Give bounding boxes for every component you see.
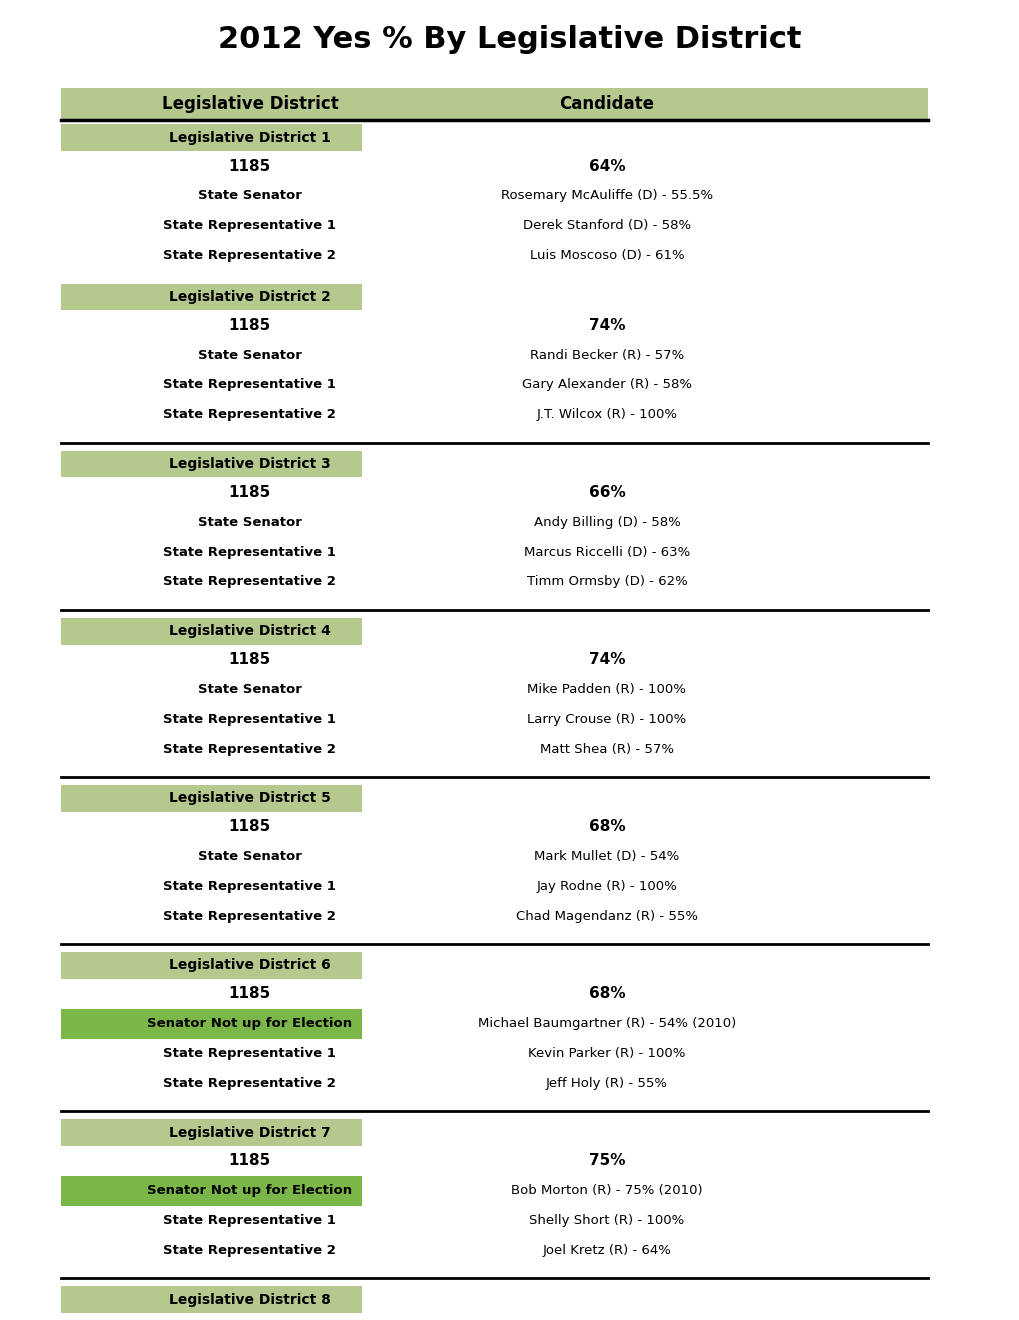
Text: State Representative 1: State Representative 1 — [163, 379, 336, 392]
FancyBboxPatch shape — [61, 1119, 362, 1146]
Text: Joel Kretz (R) - 64%: Joel Kretz (R) - 64% — [542, 1243, 671, 1257]
Text: State Representative 2: State Representative 2 — [163, 1077, 336, 1090]
FancyBboxPatch shape — [61, 124, 362, 152]
FancyBboxPatch shape — [61, 618, 362, 644]
Text: Legislative District 6: Legislative District 6 — [169, 958, 330, 973]
FancyBboxPatch shape — [61, 952, 362, 979]
Text: State Representative 2: State Representative 2 — [163, 909, 336, 923]
Text: Rosemary McAuliffe (D) - 55.5%: Rosemary McAuliffe (D) - 55.5% — [500, 190, 712, 202]
Text: Randi Becker (R) - 57%: Randi Becker (R) - 57% — [529, 348, 684, 362]
Text: State Representative 1: State Representative 1 — [163, 880, 336, 892]
Text: State Representative 1: State Representative 1 — [163, 219, 336, 232]
Text: Gary Alexander (R) - 58%: Gary Alexander (R) - 58% — [522, 379, 691, 392]
Text: State Senator: State Senator — [198, 850, 302, 863]
Text: State Representative 2: State Representative 2 — [163, 1243, 336, 1257]
FancyBboxPatch shape — [61, 450, 362, 478]
Text: Jeff Holy (R) - 55%: Jeff Holy (R) - 55% — [545, 1077, 667, 1090]
Text: State Representative 2: State Representative 2 — [163, 408, 336, 421]
Text: Senator Not up for Election: Senator Not up for Election — [147, 1184, 353, 1197]
FancyBboxPatch shape — [61, 1008, 362, 1039]
Text: 1185: 1185 — [228, 820, 271, 834]
FancyBboxPatch shape — [61, 284, 362, 310]
Text: 74%: 74% — [588, 318, 625, 333]
Text: 1185: 1185 — [228, 484, 271, 500]
Text: Bob Morton (R) - 75% (2010): Bob Morton (R) - 75% (2010) — [511, 1184, 702, 1197]
Text: Timm Ormsby (D) - 62%: Timm Ormsby (D) - 62% — [526, 576, 687, 589]
Text: Andy Billing (D) - 58%: Andy Billing (D) - 58% — [533, 516, 680, 529]
Text: 1185: 1185 — [228, 1154, 271, 1168]
Text: Kevin Parker (R) - 100%: Kevin Parker (R) - 100% — [528, 1047, 685, 1060]
Text: Matt Shea (R) - 57%: Matt Shea (R) - 57% — [539, 743, 674, 755]
Text: Legislative District: Legislative District — [161, 95, 338, 114]
Text: Jay Rodne (R) - 100%: Jay Rodne (R) - 100% — [536, 880, 677, 892]
Text: Legislative District 4: Legislative District 4 — [169, 624, 330, 638]
Text: Legislative District 3: Legislative District 3 — [169, 457, 330, 471]
Text: 1185: 1185 — [228, 318, 271, 333]
Text: 1185: 1185 — [228, 158, 271, 174]
Text: Legislative District 5: Legislative District 5 — [169, 791, 330, 805]
Text: 2012 Yes % By Legislative District: 2012 Yes % By Legislative District — [218, 25, 801, 54]
Text: State Representative 1: State Representative 1 — [163, 1047, 336, 1060]
Text: Legislative District 7: Legislative District 7 — [169, 1126, 330, 1139]
Text: Legislative District 8: Legislative District 8 — [169, 1292, 330, 1307]
Text: Candidate: Candidate — [558, 95, 654, 114]
Text: 68%: 68% — [588, 820, 625, 834]
Text: State Representative 2: State Representative 2 — [163, 249, 336, 263]
Text: J.T. Wilcox (R) - 100%: J.T. Wilcox (R) - 100% — [536, 408, 677, 421]
Text: Marcus Riccelli (D) - 63%: Marcus Riccelli (D) - 63% — [524, 545, 689, 558]
Text: Larry Crouse (R) - 100%: Larry Crouse (R) - 100% — [527, 713, 686, 726]
FancyBboxPatch shape — [61, 87, 927, 120]
Text: State Senator: State Senator — [198, 682, 302, 696]
Text: State Representative 1: State Representative 1 — [163, 713, 336, 726]
Text: State Senator: State Senator — [198, 348, 302, 362]
FancyBboxPatch shape — [61, 785, 362, 812]
Text: State Representative 1: State Representative 1 — [163, 545, 336, 558]
Text: 1185: 1185 — [228, 652, 271, 667]
Text: 75%: 75% — [588, 1154, 625, 1168]
Text: 66%: 66% — [588, 484, 625, 500]
Text: Legislative District 2: Legislative District 2 — [169, 290, 330, 304]
Text: State Representative 1: State Representative 1 — [163, 1214, 336, 1228]
Text: State Senator: State Senator — [198, 516, 302, 529]
Text: Michael Baumgartner (R) - 54% (2010): Michael Baumgartner (R) - 54% (2010) — [477, 1018, 736, 1030]
FancyBboxPatch shape — [61, 1286, 362, 1313]
FancyBboxPatch shape — [61, 1176, 362, 1205]
Text: 74%: 74% — [588, 652, 625, 667]
Text: Senator Not up for Election: Senator Not up for Election — [147, 1018, 353, 1030]
Text: Shelly Short (R) - 100%: Shelly Short (R) - 100% — [529, 1214, 684, 1228]
Text: Mark Mullet (D) - 54%: Mark Mullet (D) - 54% — [534, 850, 679, 863]
Text: State Representative 2: State Representative 2 — [163, 576, 336, 589]
Text: Mike Padden (R) - 100%: Mike Padden (R) - 100% — [527, 682, 686, 696]
Text: 64%: 64% — [588, 158, 625, 174]
Text: Legislative District 1: Legislative District 1 — [169, 131, 330, 145]
Text: 68%: 68% — [588, 986, 625, 1002]
Text: State Representative 2: State Representative 2 — [163, 743, 336, 755]
Text: 1185: 1185 — [228, 986, 271, 1002]
Text: Derek Stanford (D) - 58%: Derek Stanford (D) - 58% — [523, 219, 690, 232]
Text: Chad Magendanz (R) - 55%: Chad Magendanz (R) - 55% — [516, 909, 697, 923]
Text: Luis Moscoso (D) - 61%: Luis Moscoso (D) - 61% — [529, 249, 684, 263]
Text: State Senator: State Senator — [198, 190, 302, 202]
